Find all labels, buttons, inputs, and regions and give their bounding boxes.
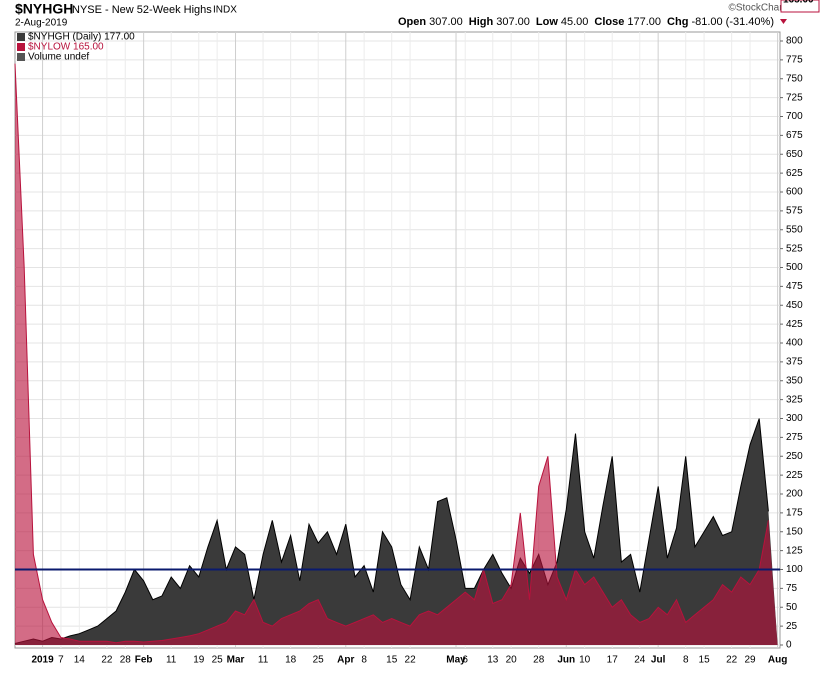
quote-label: Low [536,16,558,28]
x-tick-label: Jul [651,655,666,666]
x-tick-label: 18 [285,655,297,666]
value-tag [780,0,820,13]
quote-value: 307.00 [496,16,530,28]
y-tick-label: 100 [786,564,803,575]
x-tick-label: Mar [227,655,245,666]
legend-swatch [17,53,25,61]
y-tick-label: 800 [786,36,803,47]
quote-label: Open [398,16,426,28]
quote-label: High [469,16,494,28]
down-arrow [779,19,787,24]
y-tick-label: 150 [786,526,803,537]
y-tick-label: 450 [786,300,803,311]
credit: ©StockCharts.com [728,3,812,14]
x-tick-label: 19 [193,655,205,666]
x-tick-label: 8 [683,655,689,666]
x-tick-label: May [446,655,466,666]
y-tick-label: 250 [786,451,803,462]
x-tick-label: Apr [337,655,354,666]
x-tick-label: Jun [557,655,575,666]
x-tick-label: 28 [533,655,545,666]
y-tick-label: 275 [786,432,803,443]
legend-label: $NYHGH (Daily) 177.00 [28,32,135,43]
x-tick-label: 11 [166,655,177,666]
quote-value: -81.00 (-31.40%) [691,16,774,28]
y-tick-label: 600 [786,187,803,198]
x-tick-label: 10 [579,655,591,666]
y-tick-label: 575 [786,206,803,217]
quote-label: Chg [667,16,688,28]
x-tick-label: 14 [74,655,86,666]
y-tick-label: 625 [786,168,803,179]
x-tick-label: 20 [506,655,518,666]
x-tick-label: 22 [405,655,417,666]
y-tick-label: 50 [786,602,798,613]
y-tick-label: 375 [786,357,803,368]
y-tick-label: 350 [786,375,803,386]
y-tick-label: 75 [786,583,798,594]
x-tick-label: 25 [313,655,325,666]
areas [14,63,780,646]
x-tick-label: 2019 [31,655,54,666]
legend-label: Volume undef [28,52,89,63]
area-line [14,418,769,644]
y-tick-label: 300 [786,413,803,424]
y-tick-label: 0 [786,640,792,651]
y-tick-label: 650 [786,149,803,160]
area-line [14,63,769,644]
quote: Open 307.00 High 307.00 Low 45.00 Close 177.00 C… [398,16,787,28]
y-tick-label: 500 [786,262,803,273]
quote-label: Close [594,16,624,28]
x-tick-label: 13 [487,655,499,666]
y-tick-label: 400 [786,338,803,349]
x-tick-label: 29 [744,655,756,666]
y-tick-label: 550 [786,224,803,235]
chart-subtitle: NYSE - New 52-Week Highs [72,4,212,16]
y-tick-label: 425 [786,319,803,330]
x-tick-label: 15 [699,655,711,666]
quote-value: 45.00 [561,16,589,28]
quote-value: 177.00 [627,16,661,28]
quote-value: 307.00 [429,16,463,28]
chart-title: $NYHGH [15,1,73,17]
legend-swatch [17,33,25,41]
x-tick-label: 22 [101,655,113,666]
chart-date: 2-Aug-2019 [15,18,68,29]
y-tick-label: 200 [786,489,803,500]
x-tick-label: 11 [258,655,269,666]
y-tick-label: 475 [786,281,803,292]
x-tick-label: 28 [120,655,132,666]
x-tick-label: 7 [58,655,64,666]
y-tick-label: 325 [786,394,803,405]
exchange: INDX [213,5,237,16]
y-tick-label: 725 [786,92,803,103]
legend-swatch [17,43,25,51]
x-tick-label: 22 [726,655,738,666]
y-tick-label: 750 [786,73,803,84]
x-tick-label: 8 [361,655,367,666]
y-tick-label: 775 [786,55,803,66]
labels: 0 25 50 75 100 125 150 175 200 225 250 275 300 325 350… [17,0,820,666]
y-tick-label: 525 [786,243,803,254]
legend-label: $NYLOW 165.00 [28,42,104,53]
value-tag-label: 165.00 [783,0,814,6]
x-tick-label: 25 [212,655,224,666]
y-tick-label: 675 [786,130,803,141]
y-tick-label: 225 [786,470,803,481]
x-tick-label: Feb [135,655,153,666]
y-tick-label: 700 [786,111,803,122]
y-tick-label: 125 [786,545,803,556]
x-tick-label: Aug [768,655,787,666]
x-tick-label: 15 [386,655,398,666]
y-tick-label: 25 [786,621,798,632]
y-tick-label: 175 [786,508,803,519]
x-tick-label: 17 [607,655,619,666]
x-tick-label: 24 [634,655,646,666]
x-tick-label: 6 [462,655,468,666]
